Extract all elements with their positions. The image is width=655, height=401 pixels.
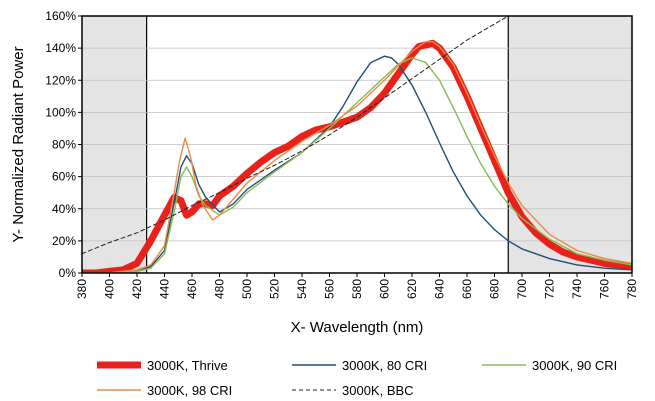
y-axis-title: Y- Normalized Radiant Power <box>10 46 27 242</box>
x-tick-label-18: 740 <box>570 279 584 299</box>
y-axis-ticks: 0% 20% 40% 60% 80% 100% 120% 140% 160% <box>45 9 82 280</box>
y-tick-label-0: 0% <box>59 266 77 280</box>
x-tick-label-5: 480 <box>213 279 227 299</box>
legend-label-1: 3000K, 80 CRI <box>342 358 427 373</box>
x-tick-label-2: 420 <box>130 279 144 299</box>
x-tick-label-16: 700 <box>515 279 529 299</box>
x-tick-label-9: 560 <box>323 279 337 299</box>
legend-label-3: 3000K, 98 CRI <box>147 383 232 398</box>
x-tick-label-3: 440 <box>158 279 172 299</box>
x-tick-label-10: 580 <box>350 279 364 299</box>
y-tick-label-6: 120% <box>45 73 76 87</box>
x-tick-label-8: 540 <box>295 279 309 299</box>
x-tick-label-0: 380 <box>75 279 89 299</box>
gridlines <box>82 47 632 242</box>
series-line-4 <box>82 16 510 255</box>
legend-label-4: 3000K, BBC <box>342 383 414 398</box>
series-line-1 <box>82 55 632 273</box>
series-lines <box>82 16 632 273</box>
x-tick-label-4: 460 <box>185 279 199 299</box>
y-tick-label-4: 80% <box>52 138 76 152</box>
x-axis-title: X- Wavelength (nm) <box>291 319 424 336</box>
x-tick-label-19: 760 <box>598 279 612 299</box>
legend: 3000K, Thrive 3000K, 80 CRI 3000K, 90 CRI 3… <box>97 358 617 398</box>
y-tick-label-5: 100% <box>45 105 76 119</box>
y-tick-label-1: 20% <box>52 234 76 248</box>
y-tick-label-8: 160% <box>45 9 76 23</box>
y-tick-label-3: 60% <box>52 170 76 184</box>
x-tick-label-6: 500 <box>240 279 254 299</box>
y-tick-label-2: 40% <box>52 202 76 216</box>
x-tick-label-7: 520 <box>268 279 282 299</box>
x-tick-label-13: 640 <box>433 279 447 299</box>
x-tick-label-1: 400 <box>103 279 117 299</box>
x-axis-ticks: 380 400 420 440 460 480 500 520 540 560 580 600 620 6… <box>75 273 639 299</box>
y-tick-label-7: 140% <box>45 41 76 55</box>
x-tick-label-12: 620 <box>405 279 419 299</box>
legend-label-0: 3000K, Thrive <box>147 358 228 373</box>
x-tick-label-11: 600 <box>378 279 392 299</box>
series-line-3 <box>82 41 632 273</box>
legend-label-2: 3000K, 90 CRI <box>532 358 617 373</box>
x-tick-label-17: 720 <box>543 279 557 299</box>
x-tick-label-14: 660 <box>460 279 474 299</box>
series-line-2 <box>82 57 632 273</box>
x-tick-label-15: 680 <box>488 279 502 299</box>
x-tick-label-20: 780 <box>625 279 639 299</box>
